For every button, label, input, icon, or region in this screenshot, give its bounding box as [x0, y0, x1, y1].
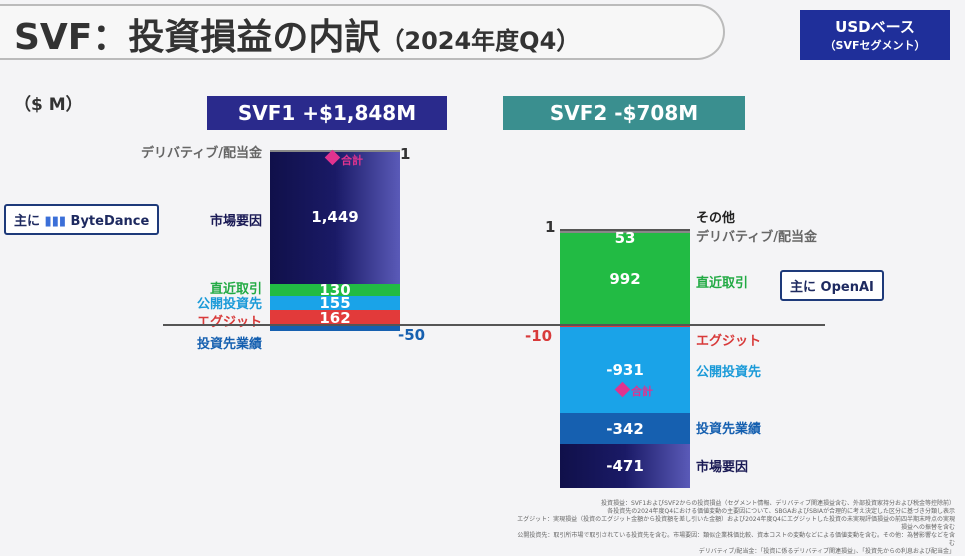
zero-axis — [163, 324, 825, 326]
value-label: 992 — [609, 270, 641, 289]
bar-segment — [270, 150, 400, 284]
bar-segment — [270, 283, 400, 296]
value-label: 1 — [545, 218, 556, 236]
callout-name: OpenAI — [820, 280, 874, 295]
category-label: エグジット — [196, 315, 262, 330]
category-label: 公開投資先 — [696, 365, 762, 380]
title-banner — [0, 4, 725, 60]
value-label: 162 — [319, 308, 351, 327]
total-label: 合計 — [341, 154, 363, 167]
category-label: 投資先業績 — [696, 422, 762, 437]
category-label: 公開投資先 — [196, 297, 262, 312]
bar-segment — [270, 295, 400, 311]
value-label: -342 — [606, 419, 644, 438]
category-label: 直近取引 — [209, 282, 262, 297]
footnote-line: 公開投資先：取引所市場で取引されている投資先を含む。市場要因：類似企業株価比較、… — [517, 532, 955, 547]
callout-bytedance: 主に ▮▮▮ ByteDance — [4, 204, 160, 235]
value-label: 1,449 — [311, 207, 359, 226]
value-label: -471 — [606, 457, 644, 476]
footnote-line: デリバティブ/配当金：「投資に係るデリバティブ関連損益」、「投資先からの利息およ… — [698, 548, 955, 555]
unit-label: （$ M） — [14, 95, 83, 115]
category-label: 市場要因 — [209, 214, 262, 229]
footnote-line: エグジット：実現損益（投資のエグジット金額から投資額を差し引いた金額）および20… — [517, 516, 955, 531]
value-label: 53 — [614, 229, 636, 247]
badge-line1: USDベース — [835, 18, 915, 36]
bar-segment — [560, 412, 690, 445]
page-title: SVF：投資損益の内訳（2024年度Q4） — [14, 8, 580, 60]
title-main: SVF：投資損益の内訳 — [14, 17, 381, 58]
callout-prefix: 主に — [14, 214, 41, 229]
value-label: -50 — [398, 326, 426, 344]
category-label: その他 — [696, 211, 736, 226]
callout-openai: 主に OpenAI — [780, 270, 884, 301]
bar-segment — [560, 233, 690, 325]
category-label: 投資先業績 — [196, 337, 262, 352]
bar-segment — [560, 228, 690, 234]
bar-segment — [560, 444, 690, 488]
bar-segment — [560, 326, 690, 413]
category-label: 直近取引 — [696, 276, 749, 291]
svf1-header: SVF1 +$1,848M — [207, 96, 447, 130]
category-label: 市場要因 — [696, 460, 749, 475]
callout-prefix: 主に — [790, 280, 817, 295]
footnote-line: 各投資先の2024年度Q4における価値変動の主要因について、SBGAおよびSBI… — [607, 508, 955, 515]
bar-segment — [270, 326, 400, 331]
badge-line2: （SVFセグメント） — [824, 39, 926, 52]
value-label: 130 — [319, 280, 351, 299]
category-label: デリバティブ/配当金 — [141, 146, 262, 161]
svf2-header: SVF2 -$708M — [503, 96, 745, 130]
currency-badge: USDベース （SVFセグメント） — [800, 10, 950, 60]
value-label: 155 — [319, 293, 351, 312]
bar-segment — [270, 150, 400, 152]
footnote: 投資損益：SVF1およびSVF2からの投資損益（セグメント情報、デリバティブ関連… — [515, 500, 955, 556]
bar-segment — [270, 310, 400, 325]
value-label: 1 — [400, 145, 411, 163]
category-label: デリバティブ/配当金 — [696, 230, 817, 245]
bar-segment — [560, 228, 690, 231]
total-label: 合計 — [631, 385, 653, 399]
title-sub: （2024年度Q4） — [380, 27, 581, 55]
footnote-line: 投資損益：SVF1およびSVF2からの投資損益（セグメント情報、デリバティブ関連… — [600, 500, 955, 507]
category-label: エグジット — [696, 334, 762, 349]
callout-name: ByteDance — [70, 214, 150, 229]
value-label: -931 — [606, 360, 644, 379]
value-label: -10 — [525, 327, 553, 345]
bytedance-logo-icon: ▮▮▮ — [44, 214, 67, 229]
